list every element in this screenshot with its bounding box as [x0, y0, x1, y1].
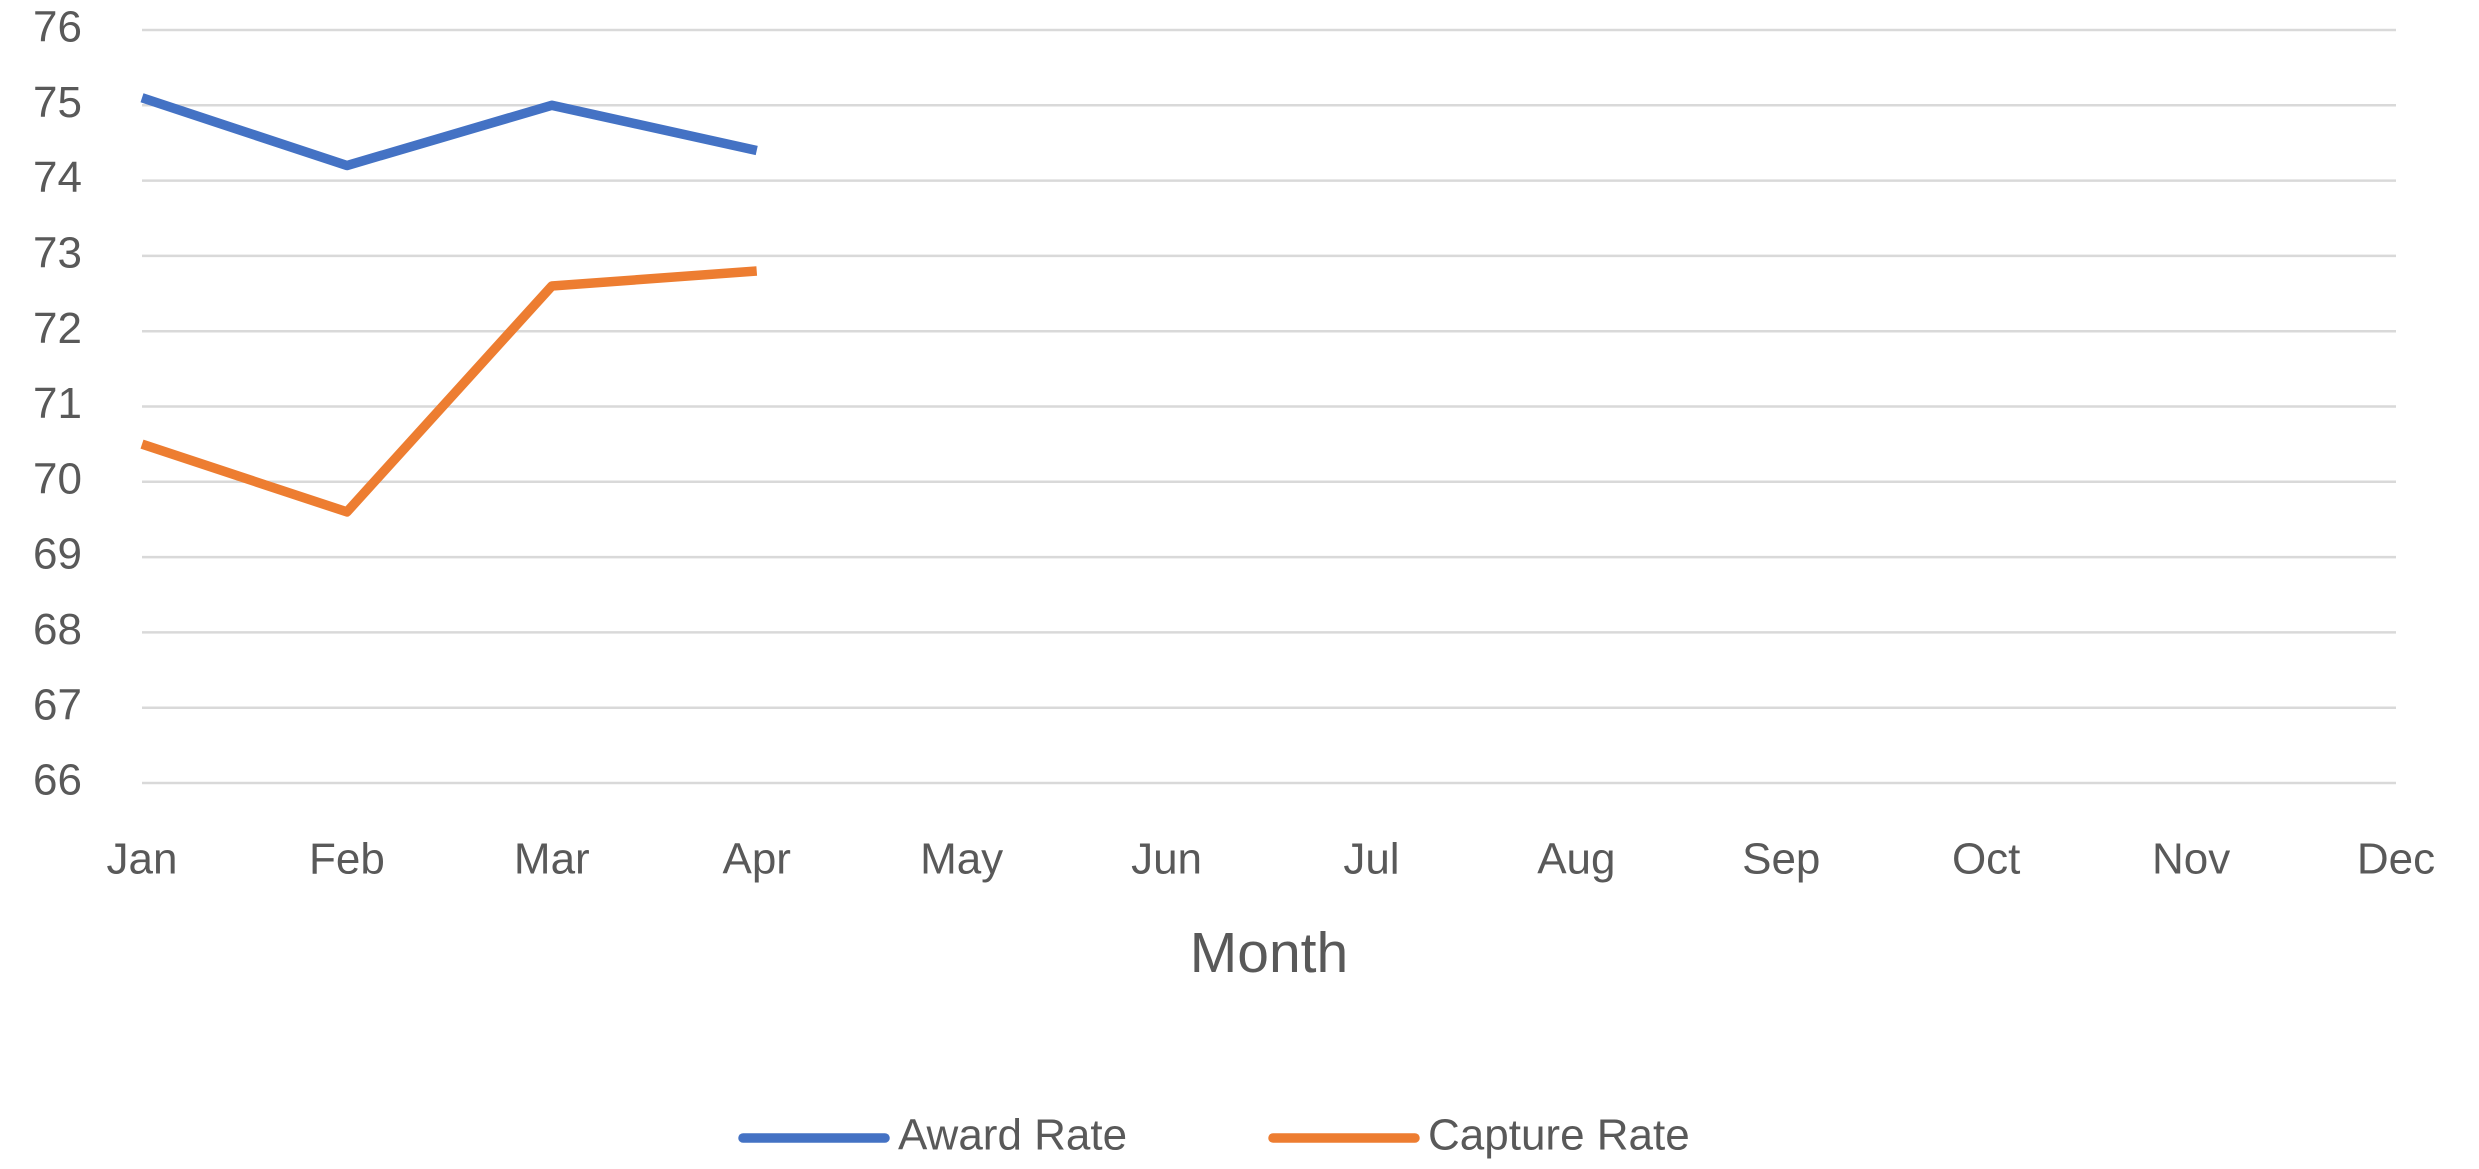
x-axis-title: Month: [1190, 921, 1348, 985]
x-tick-label: Sep: [1742, 835, 1820, 884]
x-tick-label: Mar: [514, 835, 590, 884]
x-tick-label: Aug: [1537, 835, 1615, 884]
y-tick-label: 70: [33, 454, 82, 503]
y-tick-label: 76: [33, 3, 82, 52]
x-tick-label: Feb: [309, 835, 385, 884]
x-tick-label: Dec: [2357, 835, 2435, 884]
y-tick-label: 72: [33, 304, 82, 353]
line-series: [140, 93, 758, 171]
y-tick-label: 66: [33, 756, 82, 805]
x-tick-label: Oct: [1952, 835, 2020, 884]
y-tick-label: 74: [33, 153, 82, 202]
x-tick-label: Nov: [2152, 835, 2230, 884]
x-tick-label: Jun: [1131, 835, 1202, 884]
y-tick-label: 71: [33, 379, 82, 428]
x-tick-label: Jan: [107, 835, 178, 884]
x-tick-label: Jul: [1343, 835, 1399, 884]
x-tick-label: Apr: [722, 835, 790, 884]
y-tick-label: 67: [33, 680, 82, 729]
y-tick-label: 73: [33, 229, 82, 278]
x-tick-label: May: [920, 835, 1003, 884]
y-tick-label: 68: [33, 605, 82, 654]
legend-label: Capture Rate: [1428, 1111, 1690, 1160]
y-tick-label: 75: [33, 78, 82, 127]
legend-label: Award Rate: [898, 1111, 1127, 1160]
line-series: [140, 266, 758, 517]
y-tick-label: 69: [33, 530, 82, 579]
